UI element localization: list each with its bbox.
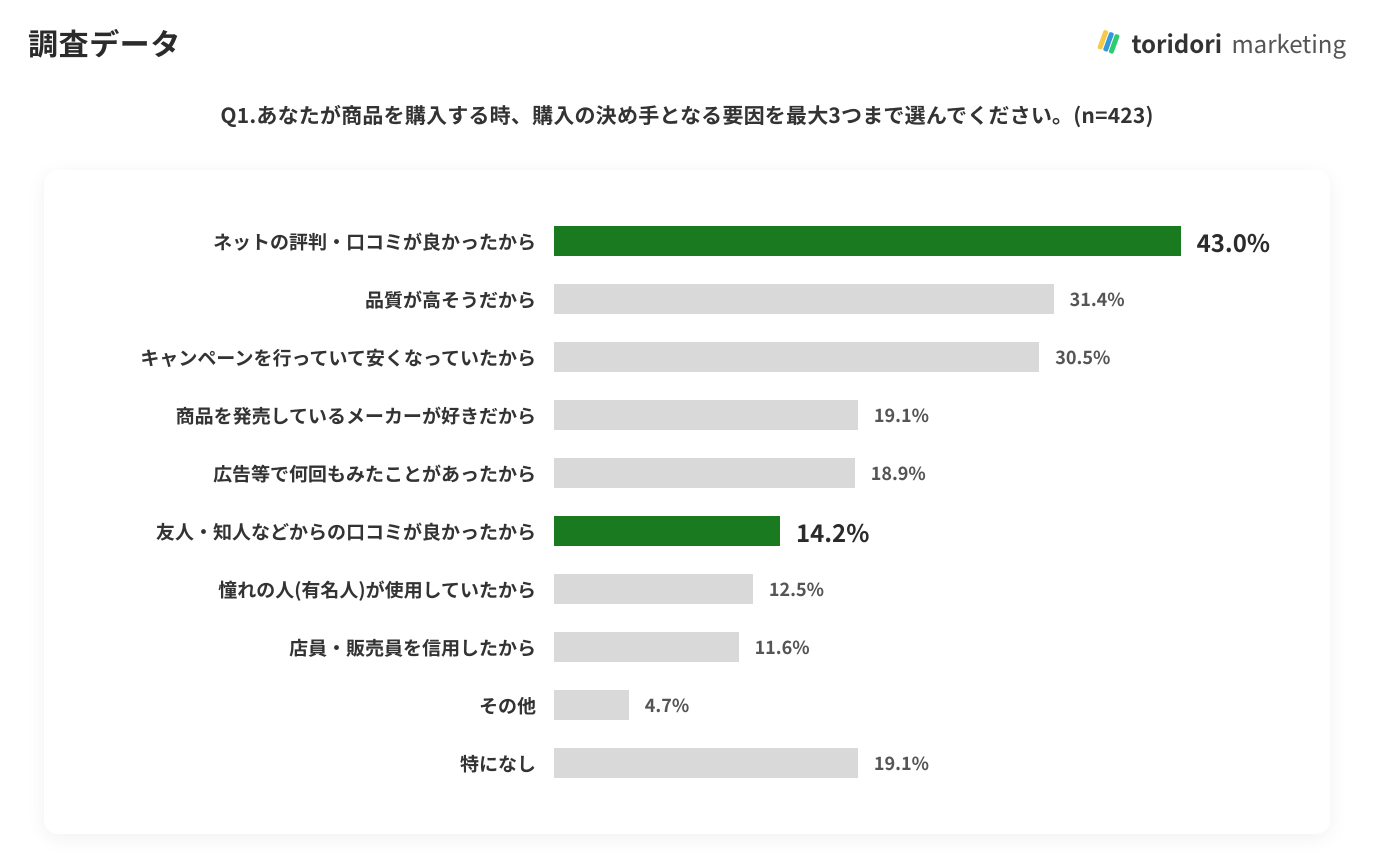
bar-chart-card: ネットの評判・口コミが良かったから 43.0% 品質が高そうだから 31.4% キャンペ… bbox=[44, 170, 1330, 834]
header: 調査データ toridori marketing bbox=[28, 20, 1346, 64]
bar-value: 11.6% bbox=[755, 634, 810, 660]
bar-row: 店員・販売員を信用したから 11.6% bbox=[84, 618, 1270, 676]
bar-label: ネットの評判・口コミが良かったから bbox=[84, 228, 554, 255]
page-title: 調査データ bbox=[28, 20, 181, 64]
bar-fill bbox=[554, 342, 1039, 372]
bar-track: 19.1% bbox=[554, 400, 1270, 430]
bar-row: 商品を発売しているメーカーが好きだから 19.1% bbox=[84, 386, 1270, 444]
bar-label: 特になし bbox=[84, 750, 554, 777]
bar-track: 11.6% bbox=[554, 632, 1270, 662]
bar-value: 43.0% bbox=[1197, 224, 1270, 259]
bar-track: 30.5% bbox=[554, 342, 1270, 372]
bar-fill bbox=[554, 226, 1181, 256]
bar-value: 18.9% bbox=[871, 460, 926, 486]
bar-label: 商品を発売しているメーカーが好きだから bbox=[84, 402, 554, 429]
brand-logo-icon bbox=[1095, 28, 1123, 56]
brand-sub: marketing bbox=[1231, 25, 1346, 60]
bar-label: その他 bbox=[84, 692, 554, 719]
bar-value: 14.2% bbox=[796, 514, 869, 549]
bar-track: 43.0% bbox=[554, 224, 1270, 259]
bar-fill bbox=[554, 690, 629, 720]
brand-area: toridori marketing bbox=[1095, 25, 1346, 60]
bar-fill bbox=[554, 458, 855, 488]
bar-label: 店員・販売員を信用したから bbox=[84, 634, 554, 661]
bar-row: その他 4.7% bbox=[84, 676, 1270, 734]
survey-question: Q1.あなたが商品を購入する時、購入の決め手となる要因を最大3つまで選んでくださ… bbox=[28, 100, 1346, 130]
bar-row: キャンペーンを行っていて安くなっていたから 30.5% bbox=[84, 328, 1270, 386]
bar-fill bbox=[554, 632, 739, 662]
bar-row: 友人・知人などからの口コミが良かったから 14.2% bbox=[84, 502, 1270, 560]
bar-row: ネットの評判・口コミが良かったから 43.0% bbox=[84, 212, 1270, 270]
bar-track: 19.1% bbox=[554, 748, 1270, 778]
bar-fill bbox=[554, 748, 858, 778]
bar-track: 4.7% bbox=[554, 690, 1270, 720]
bar-label: 広告等で何回もみたことがあったから bbox=[84, 460, 554, 487]
bar-value: 31.4% bbox=[1070, 286, 1125, 312]
bar-value: 12.5% bbox=[769, 576, 824, 602]
bar-fill bbox=[554, 400, 858, 430]
bar-label: キャンペーンを行っていて安くなっていたから bbox=[84, 344, 554, 371]
bar-track: 31.4% bbox=[554, 284, 1270, 314]
bar-value: 30.5% bbox=[1055, 344, 1110, 370]
brand-name: toridori bbox=[1131, 25, 1222, 60]
bar-label: 品質が高そうだから bbox=[84, 286, 554, 313]
bar-fill bbox=[554, 284, 1054, 314]
bar-row: 憧れの人(有名人)が使用していたから 12.5% bbox=[84, 560, 1270, 618]
bar-fill bbox=[554, 574, 753, 604]
bar-value: 19.1% bbox=[874, 402, 929, 428]
bar-label: 憧れの人(有名人)が使用していたから bbox=[84, 576, 554, 603]
bar-chart: ネットの評判・口コミが良かったから 43.0% 品質が高そうだから 31.4% キャンペ… bbox=[84, 212, 1270, 792]
bar-row: 特になし 19.1% bbox=[84, 734, 1270, 792]
bar-row: 広告等で何回もみたことがあったから 18.9% bbox=[84, 444, 1270, 502]
bar-fill bbox=[554, 516, 780, 546]
bar-row: 品質が高そうだから 31.4% bbox=[84, 270, 1270, 328]
bar-value: 4.7% bbox=[645, 692, 689, 718]
brand-text: toridori marketing bbox=[1131, 25, 1346, 60]
bar-value: 19.1% bbox=[874, 750, 929, 776]
bar-label: 友人・知人などからの口コミが良かったから bbox=[84, 518, 554, 545]
bar-track: 18.9% bbox=[554, 458, 1270, 488]
bar-track: 12.5% bbox=[554, 574, 1270, 604]
bar-track: 14.2% bbox=[554, 514, 1270, 549]
